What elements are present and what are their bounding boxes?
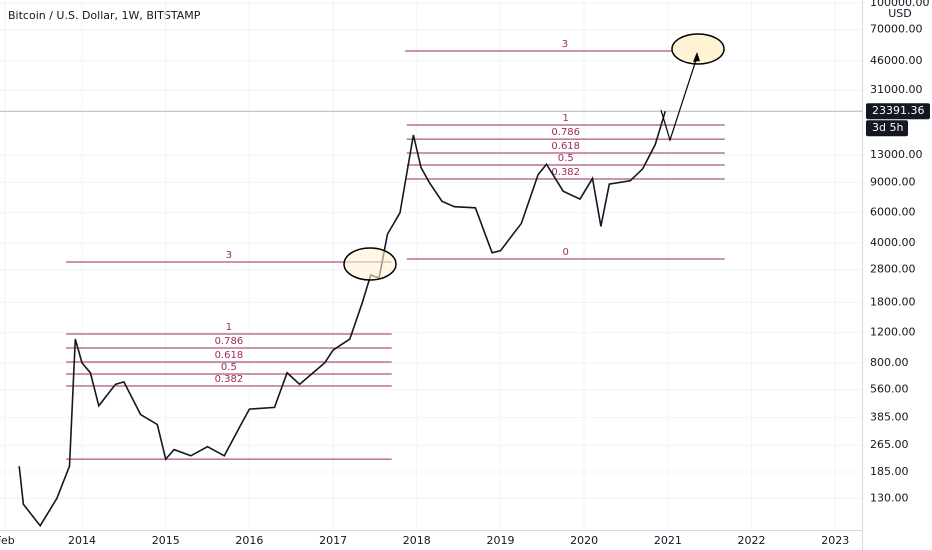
- level-label: 0.786: [215, 336, 244, 347]
- y-tick-label: 130.00: [870, 491, 909, 504]
- level-label: 1: [563, 113, 569, 124]
- y-tick-label: 46000.00: [870, 54, 923, 67]
- x-tick-label: Feb: [0, 534, 15, 547]
- x-tick-label: 2019: [486, 534, 514, 547]
- level-label: 3: [562, 39, 568, 50]
- x-tick-label: 2016: [235, 534, 263, 547]
- price-label: 23391.36: [872, 104, 925, 117]
- arrow-head: [693, 52, 700, 62]
- level-label: 0.382: [215, 374, 244, 385]
- level-label: 0.5: [221, 362, 237, 373]
- target-ellipse: [671, 33, 725, 65]
- y-tick-label: 6000.00: [870, 206, 916, 219]
- y-tick-label: 13000.00: [870, 148, 923, 161]
- y-tick-label: 4000.00: [870, 236, 916, 249]
- y-tick-label: 560.00: [870, 382, 909, 395]
- level-label: 1: [226, 322, 232, 333]
- y-tick-label: 185.00: [870, 465, 909, 478]
- x-tick-label: 2020: [570, 534, 598, 547]
- price-label-box: [866, 103, 930, 120]
- level-label: 3: [226, 250, 232, 261]
- x-tick-label: 2014: [68, 534, 96, 547]
- x-tick-label: 2015: [152, 534, 180, 547]
- x-tick-label: 2023: [821, 534, 849, 547]
- projection-arrow: [660, 56, 698, 143]
- y-tick-label: 800.00: [870, 356, 909, 369]
- x-tick-label: 2021: [654, 534, 682, 547]
- countdown-box: [866, 120, 908, 137]
- x-tick-label: 2022: [738, 534, 766, 547]
- level-label: 0.618: [215, 350, 244, 361]
- level-label: 0.382: [551, 167, 580, 178]
- y-tick-label: 100000.00: [870, 0, 930, 9]
- level-label: 0: [563, 247, 569, 258]
- countdown-label: 3d 5h: [872, 121, 903, 134]
- level-label: 0.618: [551, 141, 580, 152]
- y-unit: USD: [888, 7, 912, 20]
- chart-title: Bitcoin / U.S. Dollar, 1W, BITSTAMP: [8, 9, 201, 22]
- y-tick-label: 70000.00: [870, 23, 923, 36]
- level-label: 0.5: [558, 153, 574, 164]
- plot: 310.7860.6180.50.3820310.7860.6180.50.38…: [0, 0, 862, 530]
- highlight-ellipse: [343, 247, 397, 281]
- y-tick-label: 31000.00: [870, 83, 923, 96]
- y-tick-label: 385.00: [870, 410, 909, 423]
- y-tick-label: 1200.00: [870, 326, 916, 339]
- y-tick-label: 265.00: [870, 438, 909, 451]
- level-label: 0.786: [551, 127, 580, 138]
- y-tick-label: 1800.00: [870, 295, 916, 308]
- price-line-series: [18, 110, 667, 528]
- x-tick-label: 2018: [403, 534, 431, 547]
- y-tick-label: 9000.00: [870, 175, 916, 188]
- x-tick-label: 2017: [319, 534, 347, 547]
- y-tick-label: 2800.00: [870, 262, 916, 275]
